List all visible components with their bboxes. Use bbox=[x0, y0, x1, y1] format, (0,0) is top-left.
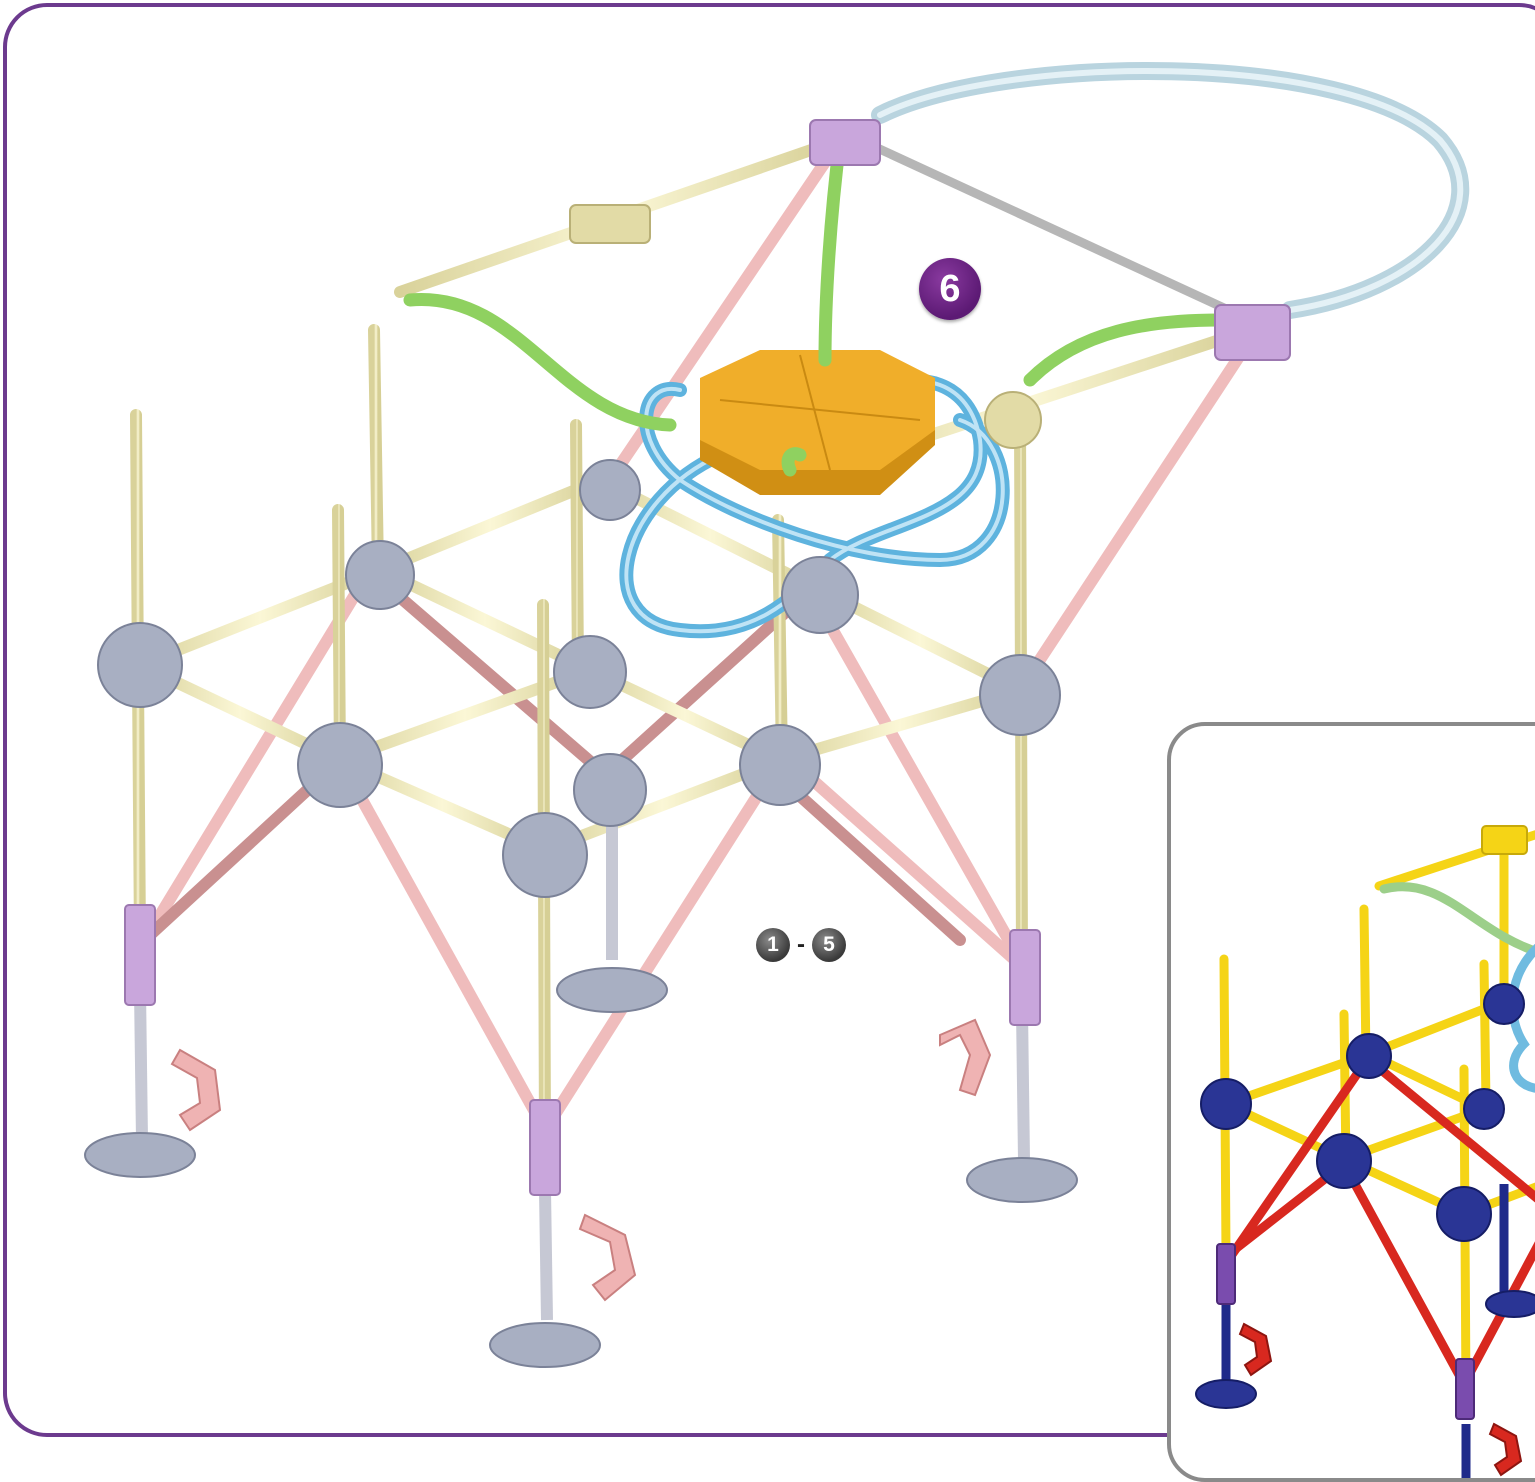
inset-model-illustration bbox=[1195, 825, 1535, 1478]
pink-rods bbox=[139, 134, 1256, 1136]
green-tubes bbox=[403, 133, 1227, 477]
step-range-separator: - bbox=[797, 931, 805, 958]
model-illustration bbox=[84, 62, 1470, 1368]
connectors bbox=[84, 119, 1291, 1368]
orange-hub bbox=[700, 350, 935, 495]
previous-steps-indicator: 1 - 5 bbox=[756, 927, 846, 963]
inset-connectors bbox=[1195, 983, 1535, 1409]
color-reference-inset bbox=[1167, 722, 1535, 1482]
inset-red-rods bbox=[1224, 1059, 1535, 1389]
step-range-end: 5 bbox=[812, 928, 846, 962]
step-number-badge: 6 bbox=[919, 258, 981, 320]
gray-rod bbox=[858, 135, 1252, 325]
inset-green-tube bbox=[1379, 882, 1535, 956]
inset-blue-tube bbox=[1508, 944, 1535, 1093]
step-range-start: 1 bbox=[756, 928, 790, 962]
